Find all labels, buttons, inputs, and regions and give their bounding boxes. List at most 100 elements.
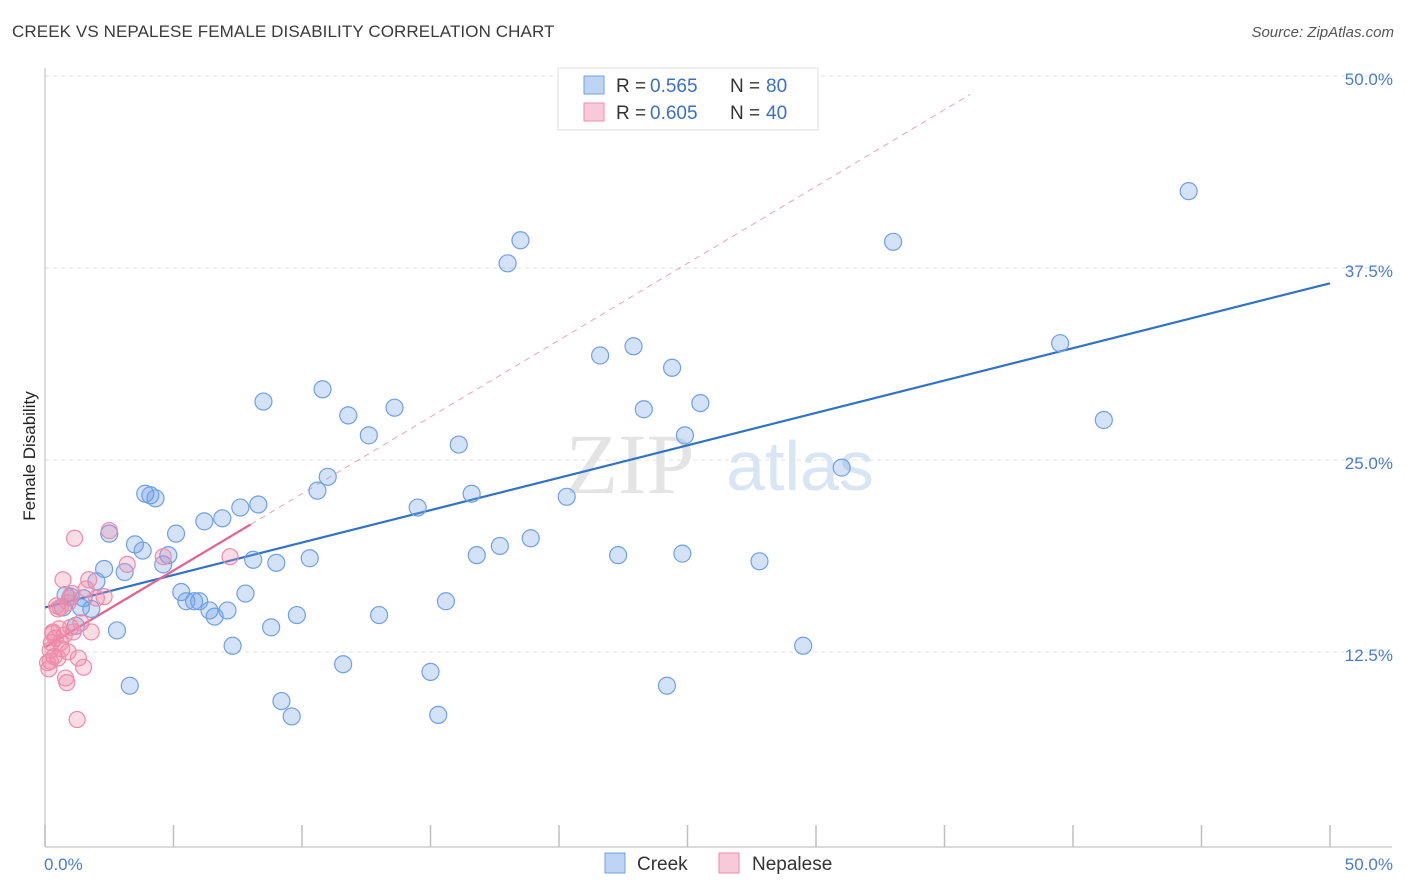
creek-point <box>609 546 628 565</box>
y-tick-label: 25.0% <box>1345 454 1393 473</box>
creek-point <box>385 398 404 417</box>
nepalese-point <box>54 571 72 589</box>
nepalese-point <box>65 529 84 547</box>
nepalese-r-value: 0.605 <box>650 103 698 124</box>
creek-legend-label: Creek <box>637 854 688 875</box>
nepalese-trend-extension <box>250 93 971 525</box>
creek-point <box>557 487 576 506</box>
creek-point <box>794 636 813 655</box>
data-points <box>38 182 1198 729</box>
creek-point <box>231 498 250 517</box>
nepalese-point <box>68 710 86 729</box>
creek-point <box>318 467 337 486</box>
creek-point <box>172 582 191 602</box>
source-label: Source: ZipAtlas.com <box>1251 24 1394 41</box>
creek-point <box>308 481 327 500</box>
creek-r-value: 0.565 <box>650 76 698 97</box>
creek-point <box>408 498 427 517</box>
creek-point <box>429 705 448 725</box>
creek-point <box>133 541 152 560</box>
creek-point <box>359 426 378 445</box>
watermark-zip: ZIP <box>566 416 695 512</box>
x-tick-label: 0.0% <box>44 855 83 874</box>
y-tick-label: 50.0% <box>1345 70 1393 89</box>
creek-point <box>339 406 358 425</box>
nepalese-point <box>221 548 239 566</box>
creek-point <box>262 618 281 637</box>
creek-point <box>159 546 178 565</box>
creek-point <box>591 346 610 365</box>
creek-point <box>254 392 273 411</box>
creek-point <box>449 435 468 454</box>
creek-point <box>370 605 389 625</box>
creek-n-value: 80 <box>766 76 787 97</box>
nepalese-legend-label: Nepalese <box>752 854 832 875</box>
grid-lines <box>45 75 1392 653</box>
creek-point <box>467 546 486 565</box>
creek-point <box>691 393 710 413</box>
nepalese-point <box>41 652 59 670</box>
nepalese-point <box>69 649 88 667</box>
nepalese-point <box>82 623 100 641</box>
creek-point <box>287 605 306 625</box>
creek-point <box>141 486 160 505</box>
nepalese-point <box>95 588 113 606</box>
creek-point <box>177 592 196 611</box>
creek-stat-swatch <box>583 75 605 95</box>
creek-point <box>1179 182 1198 201</box>
bottom-legend: Creek Nepalese <box>604 852 832 875</box>
creek-point <box>146 489 165 508</box>
creek-point <box>1051 334 1070 353</box>
nepalese-r-label: R = <box>616 103 646 124</box>
creek-point <box>244 550 263 569</box>
creek-point <box>673 544 692 563</box>
creek-point <box>662 358 682 377</box>
axes <box>44 68 1392 848</box>
nepalese-point <box>74 658 93 676</box>
creek-point <box>300 549 319 568</box>
y-tick-label: 12.5% <box>1345 646 1393 665</box>
creek-point <box>223 636 242 655</box>
stats-legend: R = 0.565 N = 80 R = 0.605 N = 40 <box>557 67 819 131</box>
nepalese-stat-swatch <box>583 102 605 122</box>
creek-point <box>249 495 268 514</box>
creek-point <box>267 553 286 572</box>
creek-point <box>272 691 291 711</box>
creek-point <box>190 592 209 611</box>
nepalese-point <box>58 674 76 692</box>
creek-point <box>657 676 677 695</box>
nepalese-point <box>49 600 67 618</box>
nepalese-n-label: N = <box>730 103 760 124</box>
creek-point <box>313 380 332 399</box>
nepalese-n-value: 40 <box>766 103 787 124</box>
creek-r-label: R = <box>616 76 646 97</box>
creek-point <box>462 484 481 503</box>
nepalese-point <box>118 555 136 573</box>
nepalese-point <box>62 618 80 636</box>
nepalese-point <box>80 571 98 589</box>
creek-legend-swatch <box>604 852 626 874</box>
creek-point <box>236 584 255 603</box>
creek-point <box>490 536 509 556</box>
creek-point <box>511 231 530 250</box>
y-axis-title: Female Disability <box>20 391 39 521</box>
nepalese-point <box>46 629 64 647</box>
nepalese-point <box>154 548 172 566</box>
creek-point <box>213 509 232 528</box>
creek-point <box>883 232 903 251</box>
chart-title: CREEK VS NEPALESE FEMALE DISABILITY CORR… <box>12 22 555 41</box>
creek-point <box>166 524 186 543</box>
creek-point <box>498 254 517 273</box>
nepalese-point <box>59 594 77 612</box>
x-tick-label: 50.0% <box>1345 855 1393 874</box>
creek-point <box>218 601 237 620</box>
creek-point <box>832 458 851 477</box>
creek-point <box>334 655 353 674</box>
nepalese-point <box>51 634 70 652</box>
y-tick-label: 37.5% <box>1345 262 1393 281</box>
watermark-atlas: atlas <box>726 427 874 505</box>
creek-point <box>421 662 440 681</box>
creek-point <box>120 676 139 695</box>
creek-point <box>624 337 643 356</box>
